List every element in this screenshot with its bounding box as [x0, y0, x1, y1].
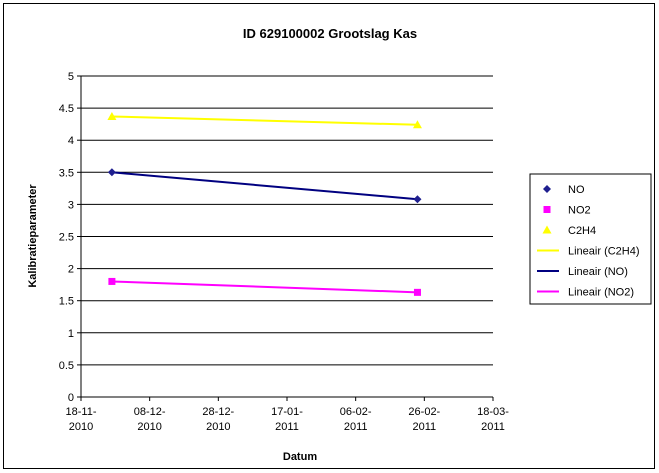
chart-frame: ID 629100002 Grootslag Kas Kalibratiepar… — [3, 3, 655, 469]
data-point-no — [107, 168, 116, 177]
data-point-c2h4 — [412, 120, 422, 129]
data-point-no2 — [108, 277, 116, 285]
trendline-no2 — [111, 280, 418, 294]
x-tick-label-year: 2011 — [481, 421, 505, 433]
legend-marker-no — [543, 185, 551, 193]
trendline-no — [111, 171, 418, 201]
chart-title: ID 629100002 Grootslag Kas — [243, 26, 417, 41]
data-point-no — [413, 195, 422, 204]
x-tick-label: 18-11- — [66, 406, 97, 418]
legend-marker-no2 — [543, 206, 551, 213]
legend-label-trend-no: Lineair (NO) — [568, 266, 628, 278]
x-tick-label: 17-01- — [271, 406, 303, 418]
x-axis-label: Datum — [283, 451, 317, 463]
y-tick-label: 3.5 — [59, 167, 74, 179]
x-tick-label-year: 2011 — [344, 421, 368, 433]
legend-label-no: NO — [568, 184, 585, 196]
x-tick-label: 06-02- — [340, 406, 372, 418]
y-tick-label: 4 — [68, 135, 74, 147]
y-tick-label: 4.5 — [59, 103, 74, 115]
y-tick-label: 2.5 — [59, 232, 74, 244]
x-tick-label: 28-12- — [202, 406, 234, 418]
y-axis-label: Kalibratieparameter — [27, 184, 39, 288]
y-tick-label: 0 — [68, 392, 74, 404]
y-tick-label: 5 — [68, 71, 74, 83]
plot-area: 0 0.5 1 1.5 2 2.5 3 3.5 4 4.5 5 18-11- 2010 08-12- 201… — [59, 71, 510, 433]
x-tick-label: 08-12- — [134, 406, 166, 418]
x-tick-label: 26-02- — [408, 406, 440, 418]
legend-label-trend-no2: Lineair (NO2) — [568, 287, 634, 299]
x-tick-label: 18-03- — [477, 406, 509, 418]
trendline-c2h4 — [111, 115, 418, 126]
legend-label-no2: NO2 — [568, 205, 591, 217]
x-tick-label-year: 2010 — [137, 421, 161, 433]
legend-box — [529, 173, 652, 305]
data-point-no2 — [413, 288, 421, 296]
y-tick-label: 0.5 — [59, 360, 74, 372]
legend-label-c2h4: C2H4 — [568, 225, 596, 237]
y-tick-label: 1.5 — [59, 296, 74, 308]
y-tick-label: 3 — [68, 199, 74, 211]
chart-svg: ID 629100002 Grootslag Kas Kalibratiepar… — [27, 26, 652, 463]
legend-label-trend-c2h4: Lineair (C2H4) — [568, 246, 640, 258]
x-tick-label-year: 2011 — [413, 421, 437, 433]
y-tick-label: 1 — [68, 328, 74, 340]
x-tick-label-year: 2010 — [69, 421, 93, 433]
x-tick-label-year: 2011 — [275, 421, 299, 433]
x-tick-label-year: 2010 — [206, 421, 230, 433]
data-point-c2h4 — [107, 111, 117, 120]
legend: NO NO2 C2H4 Lineair (C2H4) Lineair (NO) Linea… — [529, 173, 652, 305]
y-tick-label: 2 — [68, 264, 74, 276]
legend-marker-c2h4 — [542, 225, 552, 234]
